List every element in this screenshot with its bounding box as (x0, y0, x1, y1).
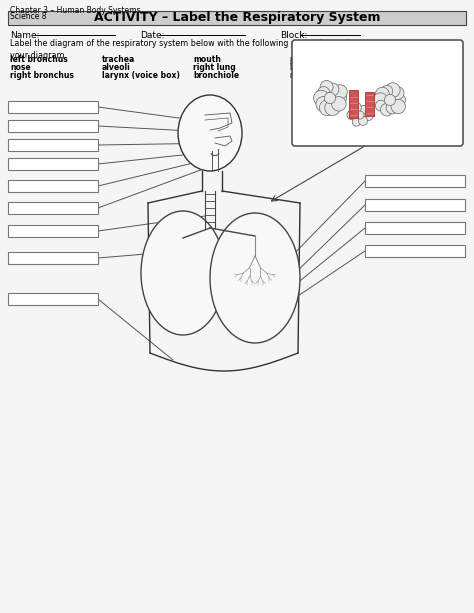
Circle shape (316, 96, 332, 112)
Bar (365, 199, 465, 211)
Bar (8, 139, 98, 151)
Circle shape (391, 99, 405, 113)
Bar (365, 222, 465, 234)
Text: left lung: left lung (290, 63, 327, 72)
Circle shape (314, 90, 329, 106)
Text: epiglottis: epiglottis (383, 71, 424, 80)
Circle shape (332, 97, 346, 111)
Bar (8, 180, 98, 192)
Circle shape (375, 87, 389, 101)
Text: Name:: Name: (10, 31, 39, 40)
Circle shape (358, 116, 367, 125)
Circle shape (381, 85, 393, 97)
Ellipse shape (210, 213, 300, 343)
Circle shape (326, 83, 339, 96)
Circle shape (381, 104, 393, 116)
Text: Science 8: Science 8 (10, 12, 46, 21)
Ellipse shape (141, 211, 225, 335)
Circle shape (352, 118, 361, 126)
Text: Date:: Date: (140, 31, 164, 40)
Bar (349, 90, 358, 118)
Text: nasal cavity: nasal cavity (290, 71, 342, 80)
Bar (8, 202, 98, 214)
Text: Label the diagram of the respiratory system below with the following parts, then: Label the diagram of the respiratory sys… (10, 39, 362, 61)
Circle shape (319, 100, 335, 116)
Circle shape (385, 83, 400, 97)
Circle shape (362, 109, 374, 121)
Circle shape (320, 80, 333, 93)
Text: right bronchus: right bronchus (10, 71, 74, 80)
Circle shape (373, 93, 388, 107)
Bar (8, 158, 98, 170)
Circle shape (360, 105, 368, 114)
Circle shape (318, 86, 330, 99)
Circle shape (325, 100, 340, 115)
Circle shape (347, 110, 356, 120)
Text: right lung: right lung (193, 63, 236, 72)
Circle shape (391, 86, 404, 99)
Text: trachea: trachea (102, 55, 135, 64)
Bar (8, 120, 98, 132)
Text: left bronchus: left bronchus (10, 55, 68, 64)
Ellipse shape (178, 95, 242, 171)
Text: ACTIVITY – Label the Respiratory System: ACTIVITY – Label the Respiratory System (94, 12, 380, 25)
Circle shape (375, 101, 386, 111)
Text: Chapter 3 – Human Body Systems: Chapter 3 – Human Body Systems (10, 6, 140, 15)
Circle shape (337, 93, 346, 103)
Text: bronchiole: bronchiole (193, 71, 239, 80)
Bar (8, 101, 98, 113)
Circle shape (394, 94, 406, 105)
Text: larynx (voice box): larynx (voice box) (102, 71, 180, 80)
Bar (8, 225, 98, 237)
Bar (365, 245, 465, 257)
Circle shape (386, 101, 399, 114)
Bar (365, 92, 374, 116)
Circle shape (384, 94, 396, 105)
Text: diaphragm: diaphragm (383, 55, 430, 64)
Circle shape (333, 85, 347, 99)
Text: Block:: Block: (280, 31, 307, 40)
Bar (365, 175, 465, 187)
FancyBboxPatch shape (292, 40, 463, 146)
Text: alveoli: alveoli (102, 63, 131, 72)
Bar (8, 293, 98, 305)
Text: nose: nose (10, 63, 31, 72)
Circle shape (350, 102, 361, 113)
Circle shape (324, 93, 336, 104)
Circle shape (356, 111, 364, 119)
Text: oral cavity: oral cavity (383, 63, 429, 72)
Bar (8, 252, 98, 264)
Text: pharynx (throat): pharynx (throat) (290, 55, 362, 64)
Bar (8, 11, 466, 25)
Text: mouth: mouth (193, 55, 221, 64)
